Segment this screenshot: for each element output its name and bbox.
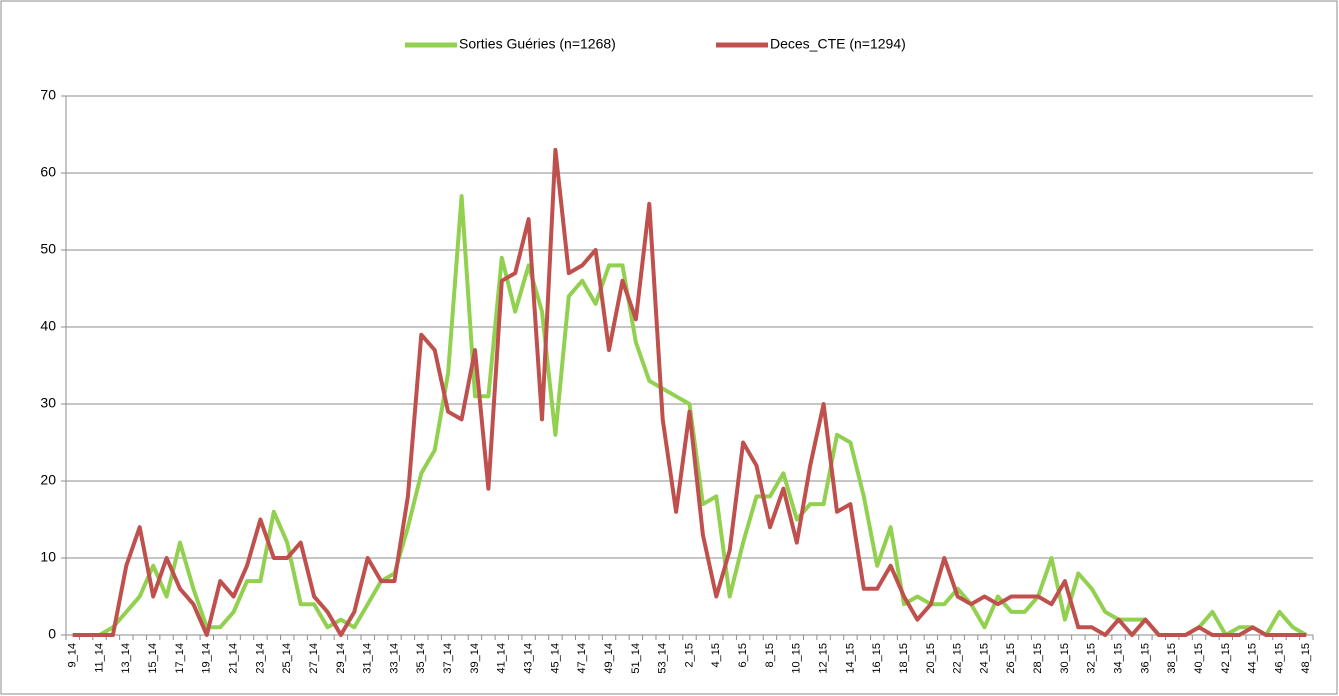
x-tick-label: 44_15 bbox=[1247, 643, 1259, 674]
x-tick-label: 22_15 bbox=[952, 643, 964, 674]
x-tick-label: 26_15 bbox=[1005, 643, 1017, 674]
x-tick-label: 53_14 bbox=[657, 643, 669, 674]
x-tick-label: 35_14 bbox=[415, 643, 427, 674]
x-tick-label: 30_15 bbox=[1059, 643, 1071, 674]
y-tick-label: 40 bbox=[40, 318, 56, 334]
x-tick-label: 10_15 bbox=[791, 643, 803, 674]
y-tick-label: 50 bbox=[40, 241, 56, 257]
x-tick-label: 51_14 bbox=[630, 643, 642, 674]
x-tick-label: 23_14 bbox=[254, 643, 266, 674]
x-tick-label: 24_15 bbox=[978, 643, 990, 674]
x-tick-label: 11_14 bbox=[93, 643, 105, 673]
x-tick-label: 17_14 bbox=[174, 643, 186, 674]
x-tick-label: 2_15 bbox=[683, 643, 695, 667]
x-tick-label: 38_15 bbox=[1166, 643, 1178, 674]
x-tick-label: 41_14 bbox=[496, 643, 508, 674]
x-tick-label: 40_15 bbox=[1193, 643, 1205, 674]
x-tick-label: 32_15 bbox=[1086, 643, 1098, 674]
y-tick-label: 30 bbox=[40, 395, 56, 411]
x-tick-label: 6_15 bbox=[737, 643, 749, 667]
x-tick-label: 34_15 bbox=[1112, 643, 1124, 674]
x-tick-label: 18_15 bbox=[898, 643, 910, 674]
x-tick-label: 20_15 bbox=[925, 643, 937, 674]
x-tick-label: 49_14 bbox=[603, 643, 615, 674]
series-line bbox=[72, 147, 1307, 637]
x-tick-label: 25_14 bbox=[281, 643, 293, 674]
y-tick-label: 10 bbox=[40, 549, 56, 565]
legend-label: Deces_CTE (n=1294) bbox=[770, 36, 906, 52]
x-tick-label: 27_14 bbox=[308, 643, 320, 674]
x-tick-label: 39_14 bbox=[469, 643, 481, 674]
y-tick-label: 60 bbox=[40, 164, 56, 180]
x-tick-label: 37_14 bbox=[442, 643, 454, 674]
x-tick-label: 33_14 bbox=[388, 643, 400, 674]
x-tick-label: 12_15 bbox=[817, 643, 829, 674]
x-tick-label: 8_15 bbox=[764, 643, 776, 667]
y-tick-label: 70 bbox=[40, 87, 56, 103]
x-tick-label: 4_15 bbox=[710, 643, 722, 667]
x-tick-label: 36_15 bbox=[1139, 643, 1151, 674]
x-tick-label: 16_15 bbox=[871, 643, 883, 674]
x-tick-label: 19_14 bbox=[201, 643, 213, 674]
x-tick-label: 14_15 bbox=[844, 643, 856, 674]
x-tick-label: 47_14 bbox=[576, 643, 588, 674]
legend-label: Sorties Guéries (n=1268) bbox=[459, 36, 616, 52]
x-tick-label: 29_14 bbox=[335, 643, 347, 674]
y-tick-label: 0 bbox=[48, 626, 56, 642]
x-tick-label: 42_15 bbox=[1220, 643, 1232, 674]
x-tick-label: 21_14 bbox=[228, 643, 240, 674]
series-line bbox=[72, 194, 1308, 637]
x-tick-label: 48_15 bbox=[1300, 643, 1312, 674]
y-tick-label: 20 bbox=[40, 472, 56, 488]
x-tick-label: 46_15 bbox=[1273, 643, 1285, 674]
x-tick-label: 31_14 bbox=[362, 643, 374, 674]
x-tick-label: 28_15 bbox=[1032, 643, 1044, 674]
x-tick-label: 15_14 bbox=[147, 643, 159, 674]
x-tick-label: 9_14 bbox=[67, 643, 79, 667]
x-tick-label: 43_14 bbox=[523, 643, 535, 674]
x-tick-label: 45_14 bbox=[549, 643, 561, 674]
x-tick-label: 13_14 bbox=[120, 643, 132, 674]
